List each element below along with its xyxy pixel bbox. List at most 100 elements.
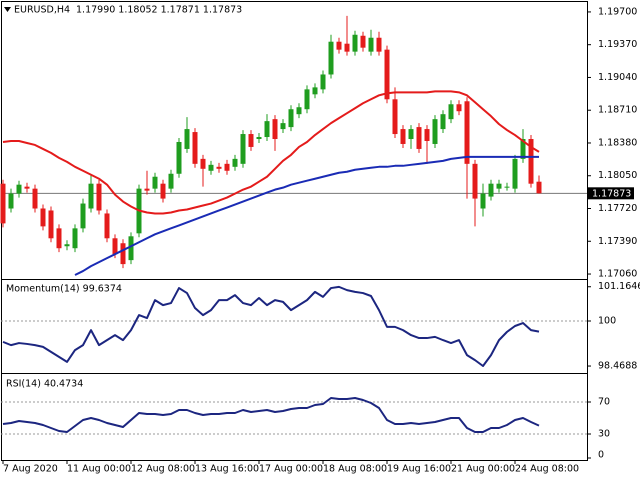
candle-body (464, 101, 470, 164)
candle-body (480, 193, 486, 209)
candle-body (256, 137, 262, 140)
candle-body (416, 127, 422, 149)
candle-body (48, 210, 54, 239)
candle-body (176, 141, 182, 174)
candle-body (184, 129, 190, 149)
candle-body (80, 203, 86, 229)
candle-body (264, 121, 270, 138)
x-tick-label: 19 Aug 16:00 (387, 464, 451, 475)
candle-body (304, 89, 310, 110)
y-tick-label: 1.17720 (598, 203, 637, 214)
y-tick-label: 1.17390 (598, 236, 637, 247)
y-tick-label: 70 (598, 397, 610, 408)
candle-body (408, 129, 414, 140)
candle-body (512, 158, 518, 189)
candle-body (144, 188, 150, 191)
candle-body (56, 228, 62, 249)
candle-body (352, 34, 358, 52)
candle-body (40, 208, 46, 227)
x-tick-label: 18 Aug 08:00 (323, 464, 387, 475)
quote-text: 1.17990 1.18052 1.17871 1.17873 (76, 5, 242, 16)
candle-body (360, 35, 366, 48)
candle-body (16, 184, 22, 194)
candle-body (32, 188, 38, 209)
candle-body (120, 243, 126, 265)
x-tick-label: 17 Aug 00:00 (259, 464, 323, 475)
candle-body (312, 87, 318, 95)
candle-body (248, 134, 254, 147)
candle-body (288, 109, 294, 128)
candle-body (440, 114, 446, 130)
x-tick-label: 24 Aug 08:00 (515, 464, 579, 475)
y-tick-label: 1.18380 (598, 137, 637, 148)
candle-body (24, 186, 30, 189)
y-tick-label: 98.4688 (598, 361, 637, 372)
candle-body (536, 181, 542, 194)
y-tick-label: 1.17060 (598, 269, 637, 280)
candle-body (128, 236, 134, 261)
candle-body (8, 193, 14, 209)
candle-body (448, 104, 454, 120)
candle-body (368, 37, 374, 52)
frame (1, 1, 588, 461)
candle-body (168, 173, 174, 189)
y-tick-label: 1.18710 (598, 105, 637, 116)
y-tick-label: 0 (598, 450, 604, 461)
symbol-title: EURUSD,H4 (14, 5, 70, 16)
y-tick-label: 1.19700 (598, 6, 637, 17)
collapse-icon[interactable] (4, 7, 11, 12)
candle-body (192, 132, 198, 164)
candle-body (520, 139, 526, 159)
candle-body (200, 158, 206, 169)
y-tick-label: 100 (598, 316, 616, 327)
candle-body (456, 104, 462, 112)
candle-body (272, 119, 278, 140)
y-tick-label: 101.1646 (598, 281, 640, 292)
candle-body (104, 213, 110, 239)
rsi-title: RSI(14) 40.4734 (6, 379, 83, 390)
candle-body (160, 183, 166, 199)
candle-body (96, 183, 102, 211)
x-tick-label: 21 Aug 00:00 (451, 464, 515, 475)
candle-body (240, 134, 246, 164)
candle-body (336, 41, 342, 50)
y-tick-label: 1.18050 (598, 170, 637, 181)
candle-body (328, 41, 334, 75)
candle-body (504, 186, 510, 188)
y-tick-label: 1.19040 (598, 72, 637, 83)
last-price-label: 1.17873 (592, 188, 631, 199)
x-tick-label: 7 Aug 2020 (3, 464, 58, 475)
candle-body (64, 244, 70, 247)
moving-average (2, 90, 540, 215)
candle-body (320, 74, 326, 90)
candle-body (488, 183, 494, 197)
x-tick-label: 11 Aug 00:00 (67, 464, 131, 475)
candle-body (152, 176, 158, 189)
candle-body (496, 183, 502, 189)
candle-body (224, 163, 230, 171)
y-tick-label: 30 (598, 429, 610, 440)
candle-body (400, 129, 406, 144)
candle-body (0, 183, 6, 224)
candle-body (424, 129, 430, 141)
moving-average (74, 155, 539, 276)
candle-body (112, 238, 118, 255)
candle-body (232, 158, 238, 167)
y-tick-label: 1.19370 (598, 39, 637, 50)
candle-body (376, 37, 382, 52)
indicator-line (2, 397, 540, 433)
indicator-line (2, 285, 540, 367)
last-price-box (588, 187, 634, 200)
candle-body (216, 166, 222, 169)
candle-body (280, 123, 286, 130)
candle-body (344, 43, 350, 52)
x-tick-label: 13 Aug 16:00 (195, 464, 259, 475)
candle-body (392, 99, 398, 135)
candle-body (296, 107, 302, 115)
candle-body (432, 119, 438, 144)
momentum-title: Momentum(14) 99.6374 (6, 284, 122, 295)
candle-body (208, 164, 214, 171)
